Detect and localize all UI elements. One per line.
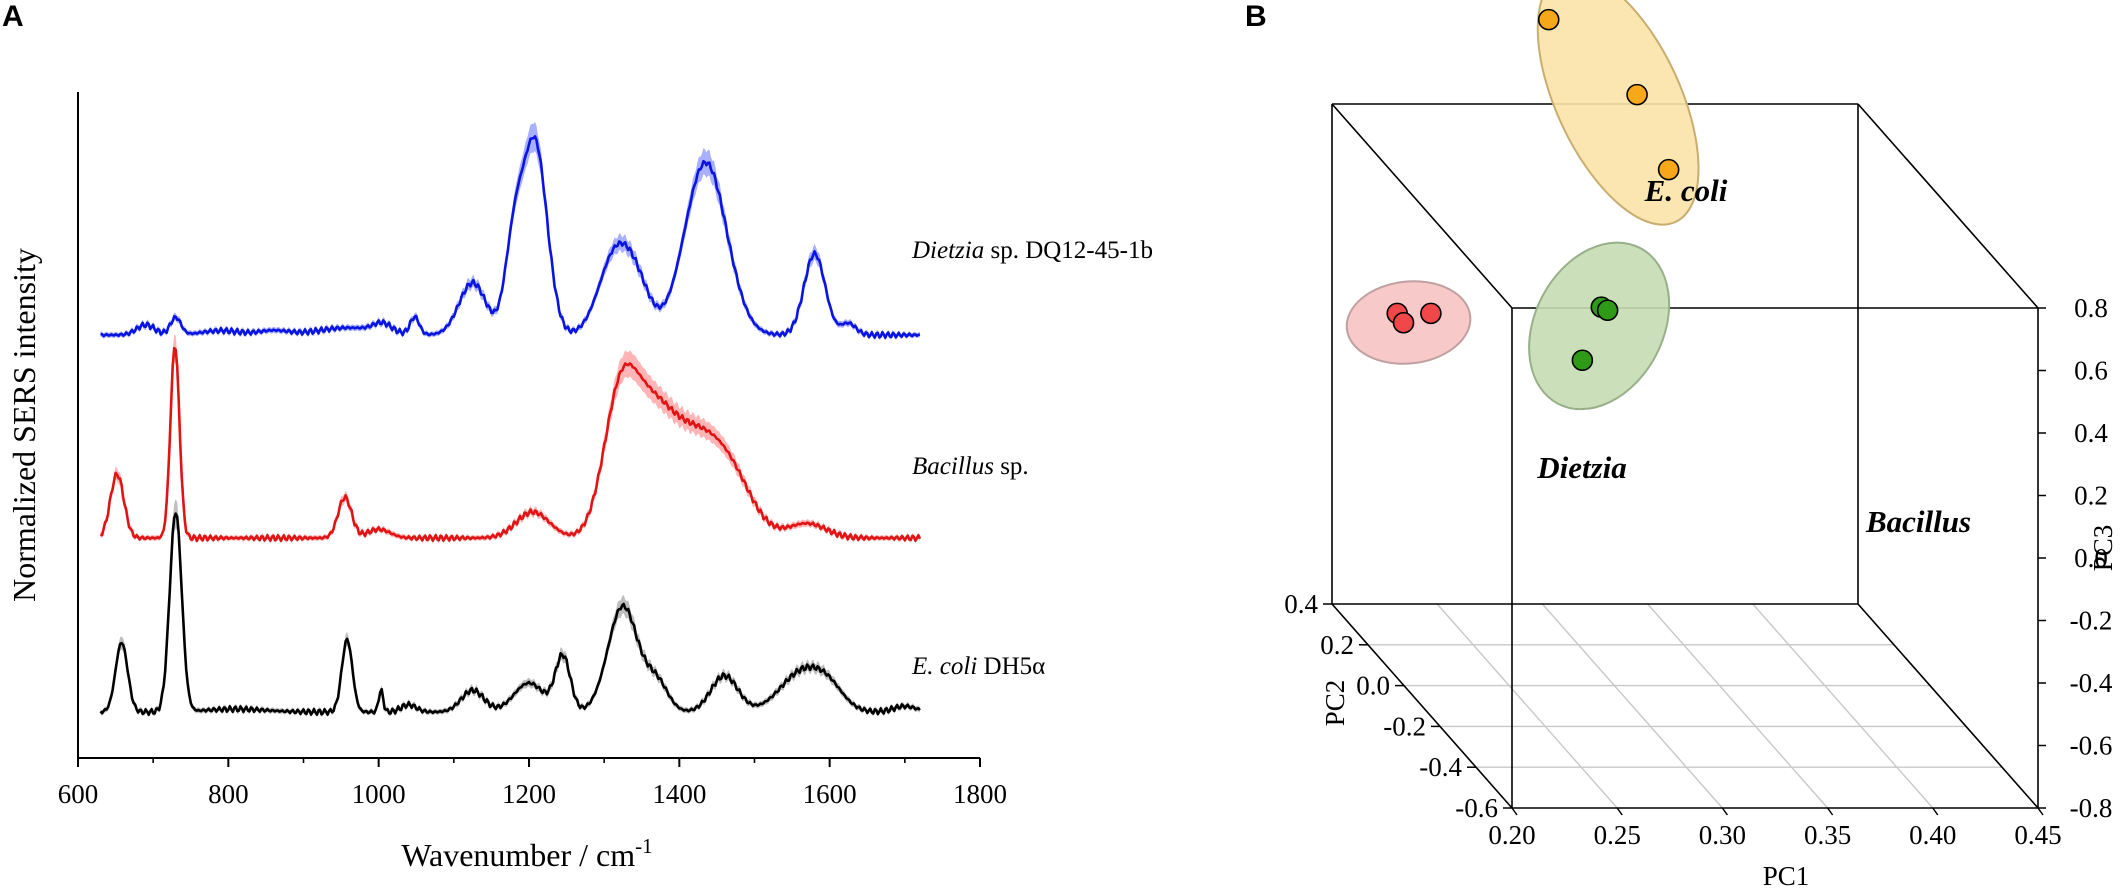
pc1-tick-0.30 xyxy=(1721,807,1729,816)
x-tick-label-600: 600 xyxy=(58,779,99,809)
spectra-lines xyxy=(99,135,922,717)
pc2-ticks: -0.6 -0.4 -0.2 0.00.20.4 xyxy=(1284,589,1512,823)
pc1-tick-0.40 xyxy=(1932,807,1939,816)
pc1-tick-0.45 xyxy=(2037,807,2044,816)
pc3-tick-label--0.2: -0.2 xyxy=(2070,606,2113,636)
pc1-tick-0.20 xyxy=(1511,807,1518,816)
point-1-2 xyxy=(1626,83,1648,106)
pc1-tick-label-0.25: 0.25 xyxy=(1594,820,1641,850)
pc3-ticks: -0.8 -0.6 -0.4 -0.2 0.0 0.2 0.4 0.6 0.8 xyxy=(2038,293,2113,823)
pc2-axis-title: PC2 xyxy=(1320,680,1350,727)
pc2-tick-label--0.6: -0.6 xyxy=(1455,793,1498,823)
pc3-tick-label-0.2: 0.2 xyxy=(2074,481,2108,511)
point-3-2 xyxy=(1596,299,1619,322)
x-axis-title: Wavenumber / cm-1 xyxy=(401,834,652,873)
pc1-tick-label-0.35: 0.35 xyxy=(1804,820,1851,850)
cluster-ellipse-3 xyxy=(1528,241,1671,411)
panel-letter-b: B xyxy=(1245,0,1267,33)
pc2-tick-label-0.2: 0.2 xyxy=(1320,630,1354,660)
floor-grid-pc1-0.3 xyxy=(1541,603,1723,809)
x-tick-label-1400: 1400 xyxy=(652,779,706,809)
spectrum-line-2 xyxy=(99,346,922,543)
cluster-ellipse-1 xyxy=(1536,0,1700,226)
cube-edge-11 xyxy=(1331,603,1513,809)
spectrum-band-2 xyxy=(100,334,920,544)
cluster-labels: E. coli Dietzia Bacillus xyxy=(1536,173,1971,539)
series-label-2: Bacillus sp. xyxy=(912,453,1029,480)
floor-grid-pc1-0.4 xyxy=(1752,603,1934,809)
pc3-tick-label-0.6: 0.6 xyxy=(2074,356,2108,386)
point-2-2 xyxy=(1392,311,1415,334)
series-label-1: Dietzia sp. DQ12-45-1b xyxy=(911,237,1153,264)
panel-letter-a: A xyxy=(2,0,24,33)
series-labels: Dietzia sp. DQ12-45-1b Bacillus sp. E. col… xyxy=(911,237,1153,680)
pc2-tick-label--0.2: -0.2 xyxy=(1383,711,1426,741)
pc3-tick-label--0.4: -0.4 xyxy=(2070,668,2113,698)
cube-edge-9 xyxy=(1331,103,1513,309)
pc1-tick-label-0.20: 0.20 xyxy=(1488,820,1535,850)
spectra-bands xyxy=(100,121,920,718)
panel-a-spectra-chart: A 600 800 1000 1200 1400 1600 1800 Dietzia sp.… xyxy=(2,0,1153,873)
series-label-3: E. coli DH5α xyxy=(911,653,1045,680)
point-3-3 xyxy=(1571,349,1594,372)
pc1-tick-label-0.45: 0.45 xyxy=(2014,820,2061,850)
floor-grid-pc1-0.35 xyxy=(1647,603,1829,809)
y-axis-title: Normalized SERS intensity xyxy=(6,248,42,602)
series-label-text-2: sp. xyxy=(994,453,1029,480)
pc1-tick-0.35 xyxy=(1826,807,1834,816)
cluster-ellipses xyxy=(1345,0,1700,411)
pc3-tick-label-0.4: 0.4 xyxy=(2074,418,2108,448)
series-label-italic-1: Dietzia xyxy=(911,237,984,264)
pc1-tick-0.25 xyxy=(1616,807,1623,816)
x-tick-label-800: 800 xyxy=(208,779,249,809)
series-label-text-3: DH5α xyxy=(977,653,1045,680)
x-tick-label-1600: 1600 xyxy=(803,779,857,809)
pc1-axis-title: PC1 xyxy=(1763,861,1810,891)
point-1-3 xyxy=(1657,158,1680,181)
pc1-ticks: 0.20 0.25 0.30 0.35 0.40 0.45 xyxy=(1488,807,2062,850)
x-tick-label-1800: 1800 xyxy=(953,779,1007,809)
pc3-tick-label-0.0: 0.0 xyxy=(2074,543,2108,573)
pc2-tick-label--0.4: -0.4 xyxy=(1419,752,1462,782)
pc1-tick-label-0.40: 0.40 xyxy=(1909,820,1956,850)
x-tick-label-1200: 1200 xyxy=(502,779,556,809)
scatter-points xyxy=(1386,8,1680,372)
pc3-axis-title: PC3 xyxy=(2088,525,2118,572)
series-label-text-1: sp. DQ12-45-1b xyxy=(984,237,1153,264)
spectrum-band-3 xyxy=(100,499,920,718)
spectrum-line-1 xyxy=(100,135,921,340)
pc3-tick-label--0.8: -0.8 xyxy=(2070,793,2113,823)
series-label-italic-2: Bacillus xyxy=(912,453,994,480)
cluster-label-2: Dietzia xyxy=(1536,450,1627,485)
point-1-1 xyxy=(1537,8,1560,31)
point-2-3 xyxy=(1420,302,1442,325)
floor-grid xyxy=(1368,603,2002,809)
panel-b-pca-3d-chart: B E. coli Dietzia Bacillus 0.20 0.25 0.30 0.3… xyxy=(1245,0,2118,891)
x-axis-title-superscript: -1 xyxy=(635,834,653,858)
pc1-tick-label-0.30: 0.30 xyxy=(1699,820,1746,850)
cube-edge-12 xyxy=(1857,603,2039,809)
x-axis-ticks: 600 800 1000 1200 1400 1600 1800 xyxy=(58,758,1007,809)
floor-grid-pc1-0.25 xyxy=(1436,603,1618,809)
pc2-tick-label-0.0: 0.0 xyxy=(1356,671,1390,701)
x-tick-label-1000: 1000 xyxy=(352,779,406,809)
pc3-tick-label-0.8: 0.8 xyxy=(2074,293,2108,323)
cluster-label-1: E. coli xyxy=(1644,173,1728,208)
pc3-tick-label--0.6: -0.6 xyxy=(2070,731,2113,761)
spectrum-line-3 xyxy=(99,512,921,717)
cluster-label-3: Bacillus xyxy=(1865,504,1971,539)
pc2-tick-label-0.4: 0.4 xyxy=(1284,589,1318,619)
series-label-italic-3: E. coli xyxy=(911,653,977,680)
x-axis-title-main: Wavenumber / cm xyxy=(401,837,635,873)
cube-edge-10 xyxy=(1857,103,2039,309)
